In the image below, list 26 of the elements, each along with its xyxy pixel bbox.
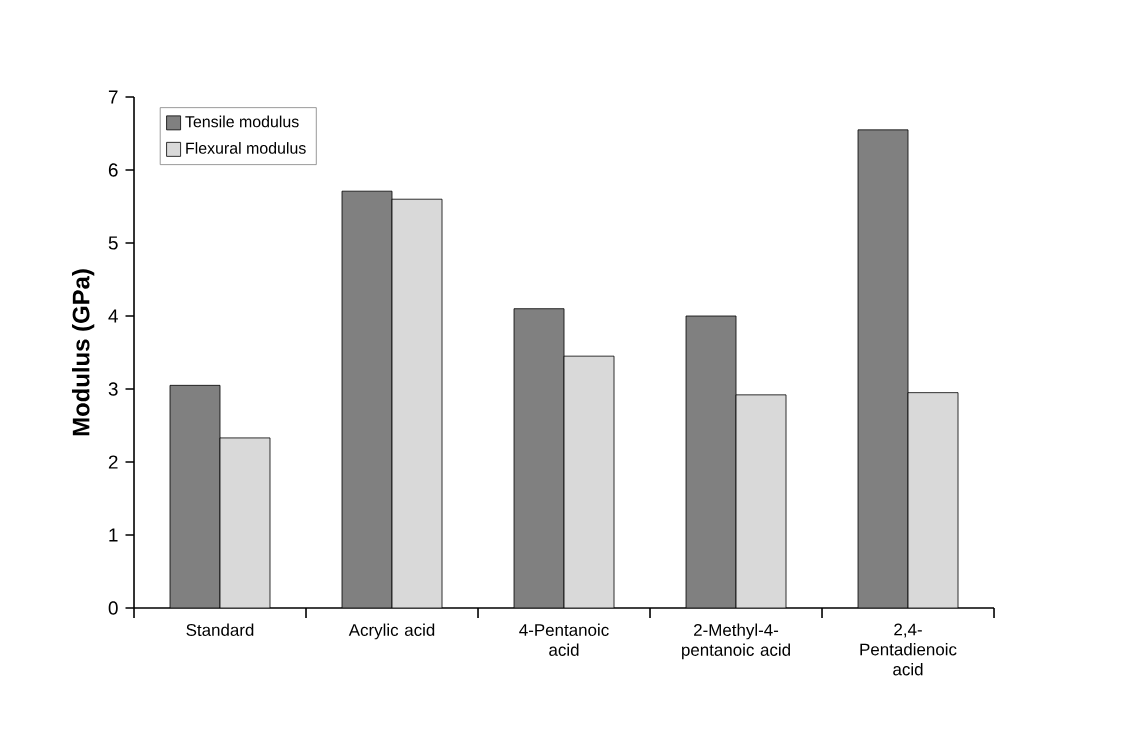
y-tick-label: 2 [108,455,118,469]
y-tick-label: 3 [108,382,118,396]
bar [907,392,959,608]
y-axis-title: Modulus (GPa) [71,269,95,436]
bar [857,129,909,608]
bar [341,190,393,608]
y-tick-label: 0 [108,601,118,615]
y-tick-label: 6 [108,163,118,177]
y-tick-label: 4 [108,309,118,323]
bar [169,384,221,608]
x-tick-label: Standard [186,623,254,636]
bar [685,315,737,608]
y-tick-label: 7 [108,90,118,104]
bar [391,198,443,608]
legend-label: Flexural modulus [186,142,306,154]
x-tick-label: 2-Methyl-4-pentanoic acid [682,623,790,660]
bar [513,308,565,608]
y-tick-label: 5 [108,236,118,250]
bar [563,355,615,608]
y-tick-label: 1 [109,528,118,542]
legend-label: Tensile modulus [185,115,299,128]
x-tick-label: Acrylic acid [348,623,435,640]
x-tick-label: 2,4-Pentadienoic acid [860,623,957,676]
bar [735,394,787,608]
bar [219,437,271,608]
x-tick-label: 4-Pentanoic acid [519,623,609,656]
